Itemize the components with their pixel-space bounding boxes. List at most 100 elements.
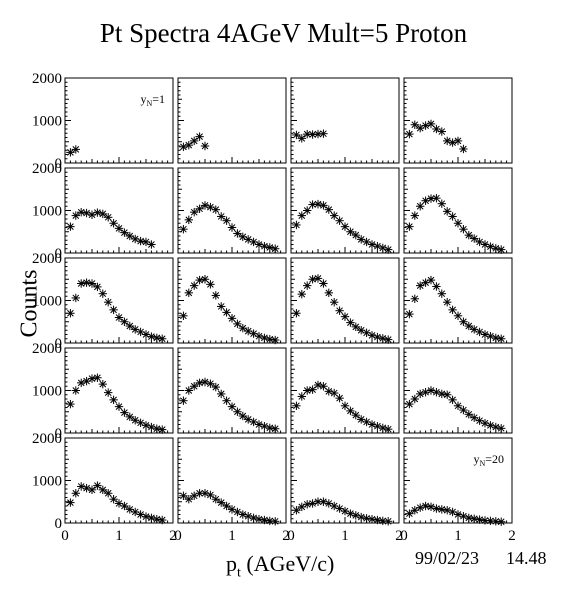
panel-11-point-10 [340,312,350,321]
panel-14-point-1 [179,396,188,405]
panel-10-point-4 [195,275,204,285]
panel-20-point-12 [464,513,473,523]
panel-9-point-3 [77,279,86,288]
panel-11-point-17 [378,334,387,343]
panel-12-point-1 [405,309,414,319]
panel-18-point-2 [184,495,193,504]
panel-8-point-16 [486,242,495,251]
panel-6-point-10 [227,223,237,232]
panel-6-point-16 [260,242,269,251]
panel-14-point-16 [260,422,269,431]
panel-12-point-15 [480,330,490,339]
panel-4-point-3 [416,123,425,133]
panel-16-point-9 [448,395,457,405]
panel-14-point-17 [265,423,274,433]
panel-9-point-8 [104,298,113,307]
panel-16-point-4 [421,388,430,397]
panel-12-point-18 [497,334,506,343]
panel-6-point-11 [233,229,242,238]
panel-19-point-14 [362,514,371,523]
panel-17-point-9 [109,495,118,504]
panel-11-point-7 [324,288,333,298]
panel-7-point-17 [378,243,387,253]
x-tick-label-col2-0: 0 [174,528,182,544]
panel-7-point-13 [357,235,366,244]
panel-10-point-2 [184,288,193,298]
panel-19-point-13 [357,512,366,522]
panel-13-point-6 [93,373,102,382]
panel-5-point-14 [136,236,145,246]
panel-16-point-5 [426,386,436,395]
panel-4-point-10 [453,136,463,146]
panel-8-point-17 [491,244,500,253]
panel-19-point-1 [292,506,301,515]
panel-9-point-2 [71,293,80,303]
panel-frame-10 [177,257,287,344]
panel-7-point-16 [373,242,382,251]
panel-20-point-14 [475,515,484,524]
panel-12-point-6 [432,282,441,291]
panel-19-point-16 [373,515,382,525]
panel-11-point-3 [303,281,312,290]
panel-7-point-10 [340,222,350,231]
panel-8-point-3 [416,202,425,211]
panel-14-point-11 [233,407,242,416]
x-axis-label-main: p [226,551,237,576]
panel-7-point-6 [319,201,328,210]
panel-20-point-10 [453,510,463,519]
y-tick-label-row1-0: 0 [55,156,63,172]
panel-frame-1 [64,77,174,164]
panel-10-point-9 [222,308,231,317]
x-tick-label-col2-2: 2 [282,528,290,544]
y-tick-label-row4-0: 0 [55,426,63,442]
panel-8-point-18 [497,245,506,254]
panel-18-point-13 [244,512,253,521]
x-axis-label-unit: (AGeV/c) [240,551,335,576]
panel-14-point-12 [238,411,247,421]
panel-6-point-9 [222,216,231,225]
panel-9-point-17 [152,333,161,343]
panel-9-point-16 [147,332,156,341]
panel-18-point-7 [211,495,220,504]
panel-11-point-16 [373,332,382,342]
panel-17-point-16 [147,513,156,523]
panel-13-point-18 [158,425,167,434]
panel-12-point-10 [453,311,463,320]
panel-14-point-10 [227,402,237,411]
panel-10-point-17 [265,334,274,344]
panel-6-point-2 [184,215,193,225]
panel-15-point-18 [384,424,393,434]
panel-9-point-10 [114,313,124,322]
panel-14-point-5 [200,377,210,387]
y-tick-label-row4-1000: 1000 [32,384,62,400]
panel-frame-8 [403,167,513,254]
panel-15-point-8 [330,388,339,398]
panel-19-point-3 [303,500,312,509]
panel-2-point-2 [184,140,193,150]
panel-20-point-13 [470,514,479,523]
panel-15-point-7 [324,387,333,396]
panel-5-point-8 [104,213,113,222]
panel-13-point-13 [131,416,140,425]
panel-6-point-1 [179,225,188,234]
x-tick-label-col3-2: 2 [395,528,403,544]
panel-1-annotation: yN=1 [140,92,165,108]
panel-18-point-15 [254,514,264,524]
panel-16-point-3 [416,389,425,399]
panel-14-point-15 [254,420,264,429]
panel-4-point-1 [405,129,414,139]
y-tick-label-row1-2000: 2000 [32,71,62,87]
x-axis-label: pt (AGeV/c) [226,551,334,581]
panel-16-point-2 [410,394,419,404]
panel-16-point-6 [432,388,441,397]
panel-11-point-6 [319,279,328,288]
y-tick-label-row4-2000: 2000 [32,341,62,357]
panel-18-point-9 [222,501,231,511]
panel-13-point-7 [98,379,107,389]
panel-10-point-18 [271,335,280,345]
panel-7-point-9 [335,216,344,225]
panel-12-point-16 [486,332,495,341]
panel-4-point-9 [448,138,457,147]
panel-9-point-12 [125,321,134,331]
panel-9-point-11 [120,317,129,326]
